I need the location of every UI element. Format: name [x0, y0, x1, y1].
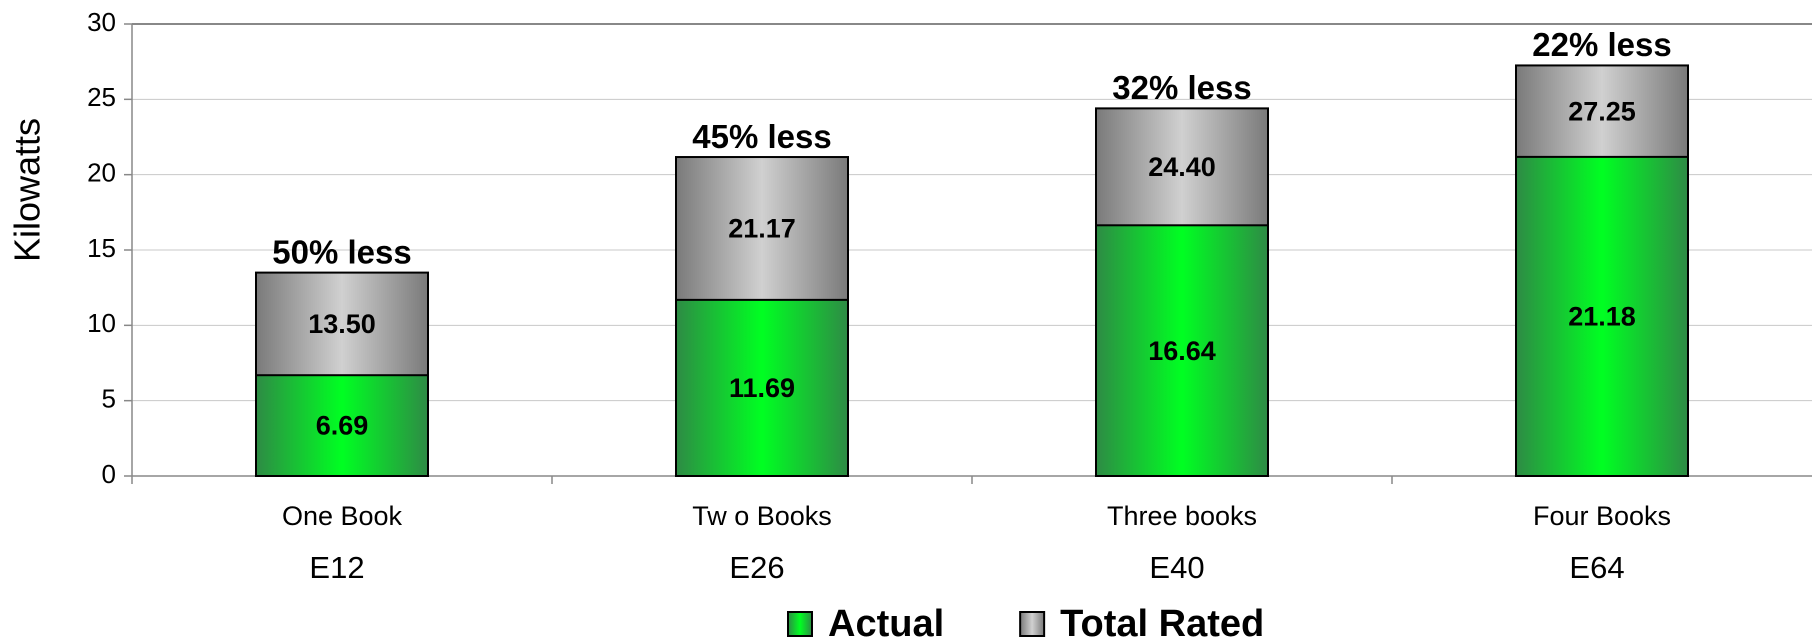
y-tick-label: 0	[102, 459, 116, 489]
x-tick-label: One Book	[282, 501, 403, 531]
y-axis-label: Kilowatts	[7, 118, 48, 262]
data-label: 21.17	[728, 214, 796, 244]
annotation: 32% less	[1112, 69, 1251, 106]
bar	[1515, 155, 1689, 477]
y-tick-label: 10	[87, 308, 116, 338]
y-tick-label: 20	[87, 158, 116, 188]
x-tick-label: Tw o Books	[692, 501, 832, 531]
data-label: 16.64	[1148, 336, 1216, 366]
data-label: 21.18	[1568, 302, 1636, 332]
x-tick-sublabel: E26	[729, 550, 784, 585]
data-label: 24.40	[1148, 152, 1216, 182]
x-tick-sublabel: E64	[1569, 550, 1624, 585]
y-tick-label: 15	[87, 233, 116, 263]
data-label: 13.50	[308, 309, 376, 339]
y-tick-label: 25	[87, 82, 116, 112]
bar	[1095, 224, 1269, 477]
legend-swatch	[787, 611, 813, 637]
legend-label: Actual	[828, 603, 944, 644]
bar	[675, 298, 849, 477]
x-tick-label: Three books	[1107, 501, 1257, 531]
y-tick-label: 30	[87, 7, 116, 37]
bar	[255, 374, 429, 478]
y-tick-label: 5	[102, 384, 116, 414]
annotation: 45% less	[692, 118, 831, 155]
x-tick-sublabel: E12	[309, 550, 364, 585]
data-label: 11.69	[729, 373, 795, 403]
legend-label: Total Rated	[1060, 603, 1264, 644]
x-tick-sublabel: E40	[1149, 550, 1204, 585]
legend-swatch	[1019, 611, 1046, 637]
annotation: 22% less	[1532, 26, 1671, 63]
x-tick-label: Four Books	[1533, 501, 1671, 531]
data-label: 27.25	[1568, 96, 1636, 126]
annotation: 50% less	[272, 233, 411, 270]
data-label: 6.69	[316, 411, 369, 441]
